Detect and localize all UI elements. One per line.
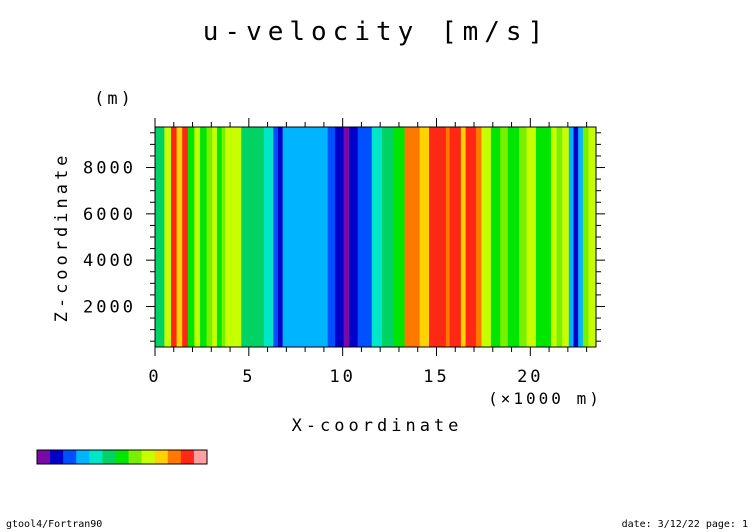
heatmap-cell xyxy=(221,127,226,347)
x-axis-label: X-coordinate xyxy=(292,416,463,436)
heatmap-cell xyxy=(176,127,183,347)
heatmap-cell xyxy=(170,127,178,347)
heatmap-cell xyxy=(225,127,242,347)
heatmap-cell xyxy=(371,127,383,347)
heatmap-cell xyxy=(194,127,201,347)
colorbar-swatch xyxy=(115,450,129,464)
heatmap-cell xyxy=(507,127,520,347)
heatmap-cell xyxy=(206,127,213,347)
heatmap-cell xyxy=(357,127,373,347)
colorbar xyxy=(36,449,208,465)
heatmap-cell xyxy=(428,127,447,347)
colorbar-swatch xyxy=(193,450,208,464)
colorbar-swatch xyxy=(128,450,143,464)
heatmap-cell xyxy=(349,127,359,347)
y-tick-label: 4000 xyxy=(83,251,136,271)
heatmap-cell xyxy=(343,127,350,347)
heatmap-cell xyxy=(263,127,274,347)
y-tick-label: 2000 xyxy=(83,297,136,317)
heatmap-cell xyxy=(519,127,528,347)
heatmap-cell xyxy=(155,127,165,347)
x-tick-label: 20 xyxy=(517,367,543,387)
heatmap-cell xyxy=(404,127,421,347)
footer-right: date: 3/12/22 page: 1 xyxy=(622,519,748,530)
heatmap-cell xyxy=(164,127,172,347)
heatmap-cell xyxy=(187,127,196,347)
colorbar-swatch xyxy=(89,450,103,464)
colorbar-frame xyxy=(36,449,208,465)
heatmap-cell xyxy=(382,127,394,347)
heatmap-cell xyxy=(475,127,483,347)
colorbar-swatch xyxy=(76,450,90,464)
heatmap-cell xyxy=(465,127,477,347)
heatmap-cell xyxy=(212,127,218,347)
colorbar-swatch xyxy=(154,450,169,464)
heatmap-cell xyxy=(277,127,284,347)
y-tick-labels: 2000 4000 6000 8000 xyxy=(83,159,136,318)
colorbar-swatch xyxy=(180,450,195,464)
heatmap-cell xyxy=(578,127,584,347)
heatmap-cell xyxy=(393,127,406,347)
colorbar-swatch xyxy=(141,450,156,464)
heatmap-cell xyxy=(568,127,575,347)
heatmap-cell xyxy=(216,127,223,347)
footer-left: gtool4/Fortran90 xyxy=(6,519,102,530)
heatmap-cell xyxy=(481,127,492,347)
heatmap-cell xyxy=(241,127,265,347)
axis-ticks xyxy=(146,118,605,356)
colorbar-swatch xyxy=(63,450,77,464)
heatmap-cell xyxy=(535,127,552,347)
heatmap-cell xyxy=(419,127,430,347)
heatmap-cell xyxy=(335,127,345,347)
colorbar-swatch xyxy=(50,450,64,464)
heatmap-cell xyxy=(490,127,501,347)
heatmap-cell xyxy=(288,127,329,347)
heatmap-cells xyxy=(155,127,597,347)
heatmap-cell xyxy=(273,127,279,347)
y-unit-label: (m) xyxy=(94,89,134,109)
x-tick-label: 5 xyxy=(242,367,255,387)
colorbar-swatch xyxy=(167,450,182,464)
y-tick-label: 6000 xyxy=(83,205,136,225)
x-tick-label: 10 xyxy=(329,367,355,387)
colorbar-swatch xyxy=(37,450,51,464)
x-unit-label: (×1000 m) xyxy=(488,389,602,408)
heatmap-cell xyxy=(562,127,570,347)
heatmap-cell xyxy=(582,127,590,347)
heatmap-cell xyxy=(526,127,537,347)
x-tick-labels: 0 5 10 15 20 xyxy=(148,367,543,387)
heatmap-cell xyxy=(460,127,467,347)
x-tick-label: 15 xyxy=(423,367,449,387)
heatmap-cell xyxy=(588,127,597,347)
y-axis-label: Z-coordinate xyxy=(52,152,72,323)
heatmap-cell xyxy=(573,127,579,347)
x-tick-label: 0 xyxy=(148,367,161,387)
heatmap-cell xyxy=(282,127,289,347)
y-tick-label: 8000 xyxy=(83,159,136,179)
heatmap-cell xyxy=(327,127,336,347)
chart-title: u-velocity [m/s] xyxy=(203,17,549,47)
heatmap-cell xyxy=(500,127,509,347)
heatmap-cell xyxy=(550,127,558,347)
heatmap-cell xyxy=(449,127,462,347)
heatmap-cell xyxy=(182,127,189,347)
heatmap-cell xyxy=(200,127,208,347)
colorbar-swatch xyxy=(102,450,116,464)
heatmap-cell xyxy=(556,127,563,347)
heatmap-cell xyxy=(445,127,451,347)
